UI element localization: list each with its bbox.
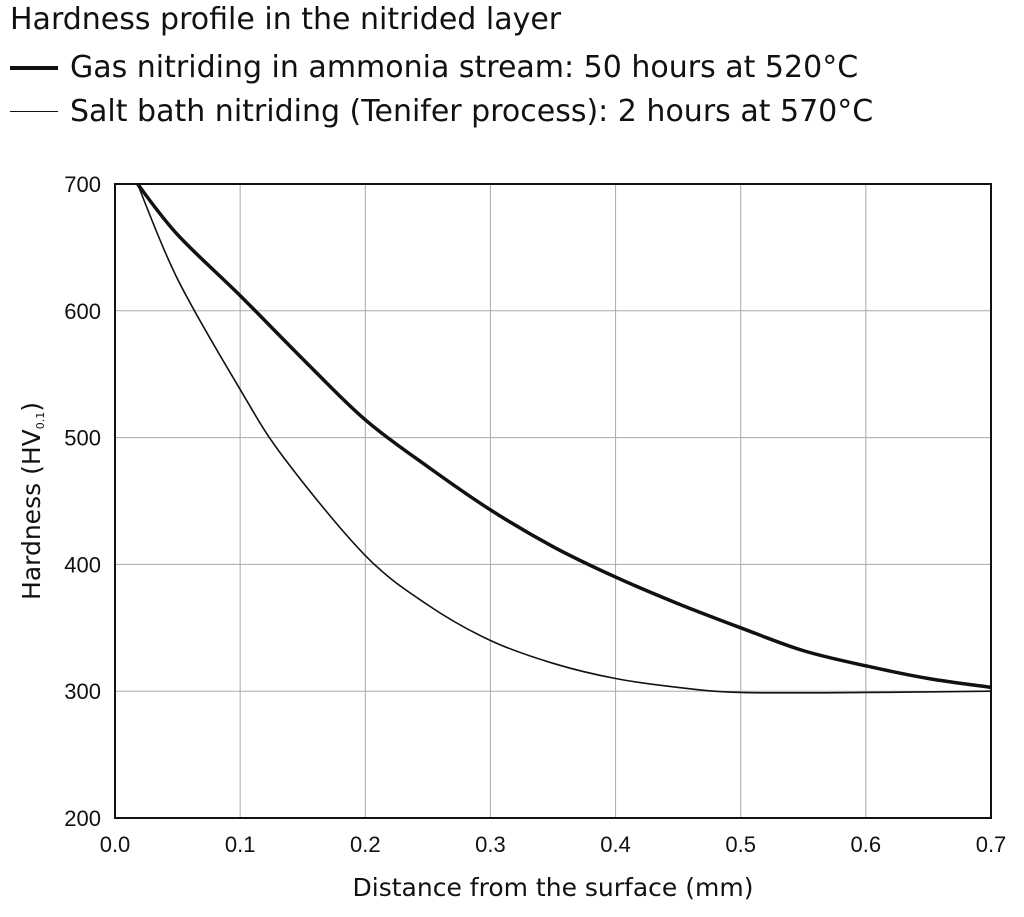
- series-line-gas-nitriding: [136, 182, 992, 690]
- legend-item-gas: Gas nitriding in ammonia stream: 50 hour…: [10, 50, 858, 85]
- y-tick-label: 700: [64, 172, 101, 197]
- x-tick-label: 0.7: [976, 832, 1007, 857]
- legend-label: Salt bath nitriding (Tenifer process): 2…: [70, 94, 874, 129]
- legend-swatch-thin: [10, 110, 58, 113]
- x-tick-label: 0.6: [851, 832, 882, 857]
- series-line-salt-bath: [136, 183, 992, 694]
- x-tick-label: 0.3: [475, 832, 506, 857]
- x-tick-label: 0.4: [600, 832, 631, 857]
- y-tick-label: 600: [64, 299, 101, 324]
- y-axis-label: Hardness (HV0.1): [17, 402, 47, 600]
- legend-item-salt: Salt bath nitriding (Tenifer process): 2…: [10, 94, 873, 129]
- legend-label: Gas nitriding in ammonia stream: 50 hour…: [70, 50, 859, 85]
- x-tick-label: 0.2: [350, 832, 381, 857]
- y-tick-label: 300: [64, 679, 101, 704]
- chart-title: Hardness profile in the nitrided layer: [10, 2, 562, 37]
- x-tick-label: 0.5: [725, 832, 756, 857]
- x-tick-label: 0.1: [225, 832, 256, 857]
- legend-swatch-thick: [10, 65, 58, 70]
- y-tick-label: 500: [64, 426, 101, 451]
- y-tick-label: 400: [64, 552, 101, 577]
- y-tick-label: 200: [64, 806, 101, 831]
- x-tick-label: 0.0: [100, 832, 131, 857]
- plot-frame: [114, 183, 992, 819]
- x-axis-label: Distance from the surface (mm): [353, 873, 754, 902]
